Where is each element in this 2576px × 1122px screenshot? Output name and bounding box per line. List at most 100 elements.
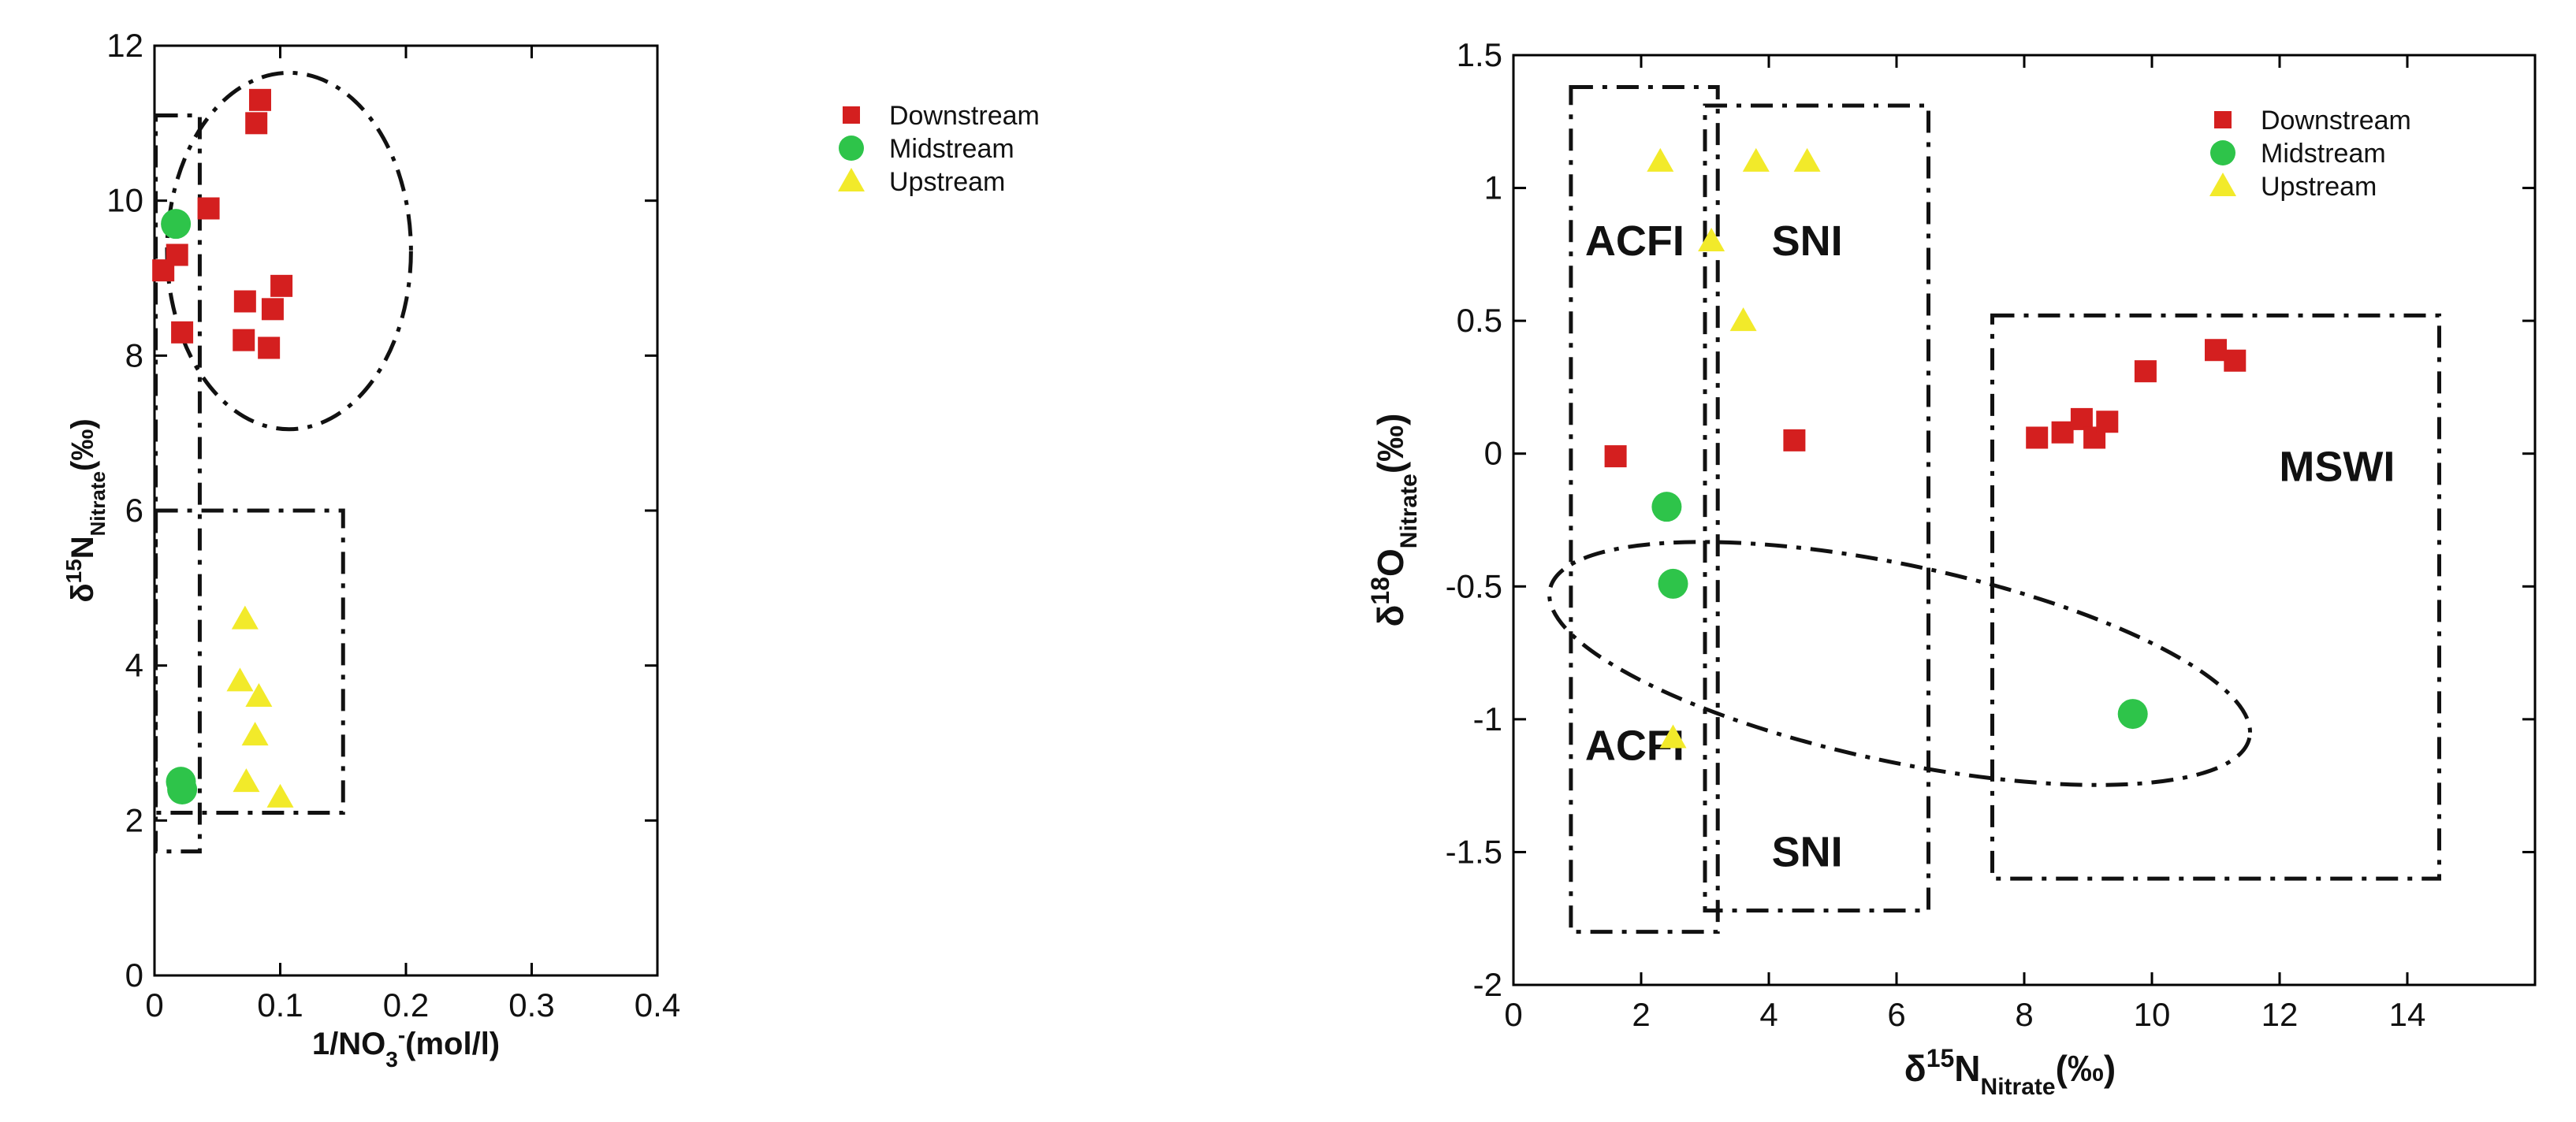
y-tick-label: 4 bbox=[125, 647, 143, 684]
x-tick-label: 8 bbox=[2015, 996, 2033, 1033]
left-source-regions bbox=[154, 70, 413, 854]
left-plot-frame bbox=[153, 44, 659, 977]
y-tick-label: -2 bbox=[1473, 966, 1502, 1003]
data-point-downstream bbox=[233, 290, 256, 313]
x-tick-label: 0 bbox=[1504, 996, 1522, 1033]
data-point-upstream bbox=[1793, 147, 1821, 172]
source-region-box bbox=[154, 113, 202, 854]
legend-label-midstream: Midstream bbox=[2261, 139, 2386, 169]
data-point-downstream bbox=[2224, 349, 2247, 372]
data-point-upstream bbox=[231, 605, 259, 630]
y-tick-label: 12 bbox=[106, 27, 143, 64]
legend-label-upstream: Upstream bbox=[2261, 172, 2377, 202]
y-tick-label: 6 bbox=[125, 492, 143, 529]
data-point-downstream bbox=[261, 298, 284, 321]
right-data-points bbox=[1604, 147, 2247, 749]
y-tick-label: 2 bbox=[125, 801, 143, 838]
source-region-box bbox=[154, 508, 345, 815]
cluster-ellipse bbox=[165, 70, 413, 432]
region-label-sni: SNI bbox=[1772, 217, 1843, 265]
right-y-axis-title: δ18ONitrate(‰) bbox=[1366, 414, 1422, 627]
data-point-downstream bbox=[258, 336, 281, 359]
x-tick-label: 0 bbox=[145, 986, 163, 1024]
left-y-axis-title: δ15NNitrate(‰) bbox=[61, 418, 110, 602]
left-x-axis-title: 1/NO3-(mol/l) bbox=[312, 1023, 500, 1072]
right-axis-ticks: 0 2 4 6 8 10 12 14 -2 -1.5 -1 -0.5 0 0.5 1 1.5 bbox=[1446, 36, 2535, 1033]
legend-marker-upstream bbox=[838, 168, 865, 191]
svg-text:δ15NNitrate(‰): δ15NNitrate(‰) bbox=[61, 418, 110, 602]
x-tick-label: 6 bbox=[1887, 996, 1905, 1033]
data-point-downstream bbox=[2096, 411, 2119, 433]
data-point-downstream bbox=[2134, 360, 2157, 383]
data-point-midstream bbox=[167, 775, 198, 804]
data-point-upstream bbox=[226, 667, 254, 692]
x-tick-label: 0.2 bbox=[383, 986, 429, 1024]
data-point-downstream bbox=[1783, 429, 1806, 451]
legend-label-upstream: Upstream bbox=[889, 167, 1005, 197]
legend-marker-midstream bbox=[2210, 140, 2235, 165]
data-point-downstream bbox=[2205, 339, 2227, 362]
data-point-downstream bbox=[233, 329, 255, 351]
y-tick-label: 10 bbox=[106, 182, 143, 219]
region-label-sni: SNI bbox=[1772, 828, 1843, 875]
x-tick-label: 0.1 bbox=[257, 986, 303, 1024]
data-point-downstream bbox=[2070, 407, 2093, 430]
y-tick-label: 0 bbox=[125, 957, 143, 994]
x-tick-label: 0.3 bbox=[508, 986, 554, 1024]
svg-text:δ18ONitrate(‰): δ18ONitrate(‰) bbox=[1366, 414, 1422, 627]
source-region-box bbox=[1569, 84, 1720, 934]
data-point-downstream bbox=[2026, 426, 2049, 449]
chart-left-scatter: 0 0.1 0.2 0.3 0.4 0 2 4 6 8 10 12 DownstreamMidstre… bbox=[61, 27, 1040, 1072]
data-point-upstream bbox=[1647, 147, 1674, 172]
x-tick-label: 2 bbox=[1632, 996, 1650, 1033]
legend-label-downstream: Downstream bbox=[2261, 106, 2411, 136]
data-point-upstream bbox=[266, 783, 294, 808]
data-point-downstream bbox=[270, 274, 293, 297]
data-point-upstream bbox=[233, 768, 260, 793]
right-source-regions bbox=[1547, 84, 2441, 934]
data-point-upstream bbox=[241, 722, 269, 746]
chart-right-scatter: 0 2 4 6 8 10 12 14 -2 -1.5 -1 -0.5 0 0.5 1 1.5 ACFI SNI M… bbox=[1366, 36, 2537, 1100]
legend-marker-midstream bbox=[839, 136, 864, 161]
data-point-midstream bbox=[1651, 492, 1682, 522]
y-tick-label: 0 bbox=[1484, 435, 1502, 472]
svg-text:1/NO3-(mol/l): 1/NO3-(mol/l) bbox=[312, 1023, 500, 1072]
data-point-downstream bbox=[1604, 445, 1627, 468]
x-tick-label: 4 bbox=[1759, 996, 1778, 1033]
data-point-upstream bbox=[245, 683, 273, 707]
data-point-midstream bbox=[2117, 699, 2148, 730]
data-point-downstream bbox=[197, 197, 220, 220]
data-point-midstream bbox=[1658, 568, 1688, 599]
y-tick-label: 1 bbox=[1484, 169, 1502, 206]
legend-label-downstream: Downstream bbox=[889, 101, 1040, 131]
data-point-downstream bbox=[166, 243, 188, 266]
legend-marker-downstream bbox=[843, 106, 860, 124]
x-tick-label: 12 bbox=[2261, 996, 2299, 1033]
data-point-downstream bbox=[245, 112, 268, 135]
x-tick-label: 14 bbox=[2389, 996, 2426, 1033]
data-point-upstream bbox=[1659, 724, 1687, 749]
y-tick-label: -1 bbox=[1473, 700, 1502, 737]
y-tick-label: -1.5 bbox=[1446, 833, 1502, 870]
left-axis-ticks: 0 0.1 0.2 0.3 0.4 0 2 4 6 8 10 12 bbox=[106, 27, 680, 1024]
y-tick-label: -0.5 bbox=[1446, 567, 1502, 604]
data-point-upstream bbox=[1742, 147, 1770, 172]
x-tick-label: 0.4 bbox=[635, 986, 680, 1024]
right-x-axis-title: δ15NNitrate(‰) bbox=[1904, 1044, 2116, 1100]
data-point-upstream bbox=[1729, 307, 1757, 332]
data-point-upstream bbox=[1698, 228, 1725, 251]
source-region-box bbox=[1703, 103, 1930, 913]
svg-text:δ15NNitrate(‰): δ15NNitrate(‰) bbox=[1904, 1044, 2116, 1100]
data-point-midstream bbox=[161, 209, 192, 240]
region-label-mswi: MSWI bbox=[2279, 444, 2395, 491]
y-tick-label: 1.5 bbox=[1457, 36, 1502, 73]
cluster-ellipse bbox=[1547, 540, 2252, 787]
y-tick-label: 8 bbox=[125, 336, 143, 373]
data-point-downstream bbox=[248, 88, 271, 111]
left-data-points bbox=[152, 88, 294, 808]
legend-label-midstream: Midstream bbox=[889, 134, 1014, 164]
x-tick-label: 10 bbox=[2134, 996, 2171, 1033]
